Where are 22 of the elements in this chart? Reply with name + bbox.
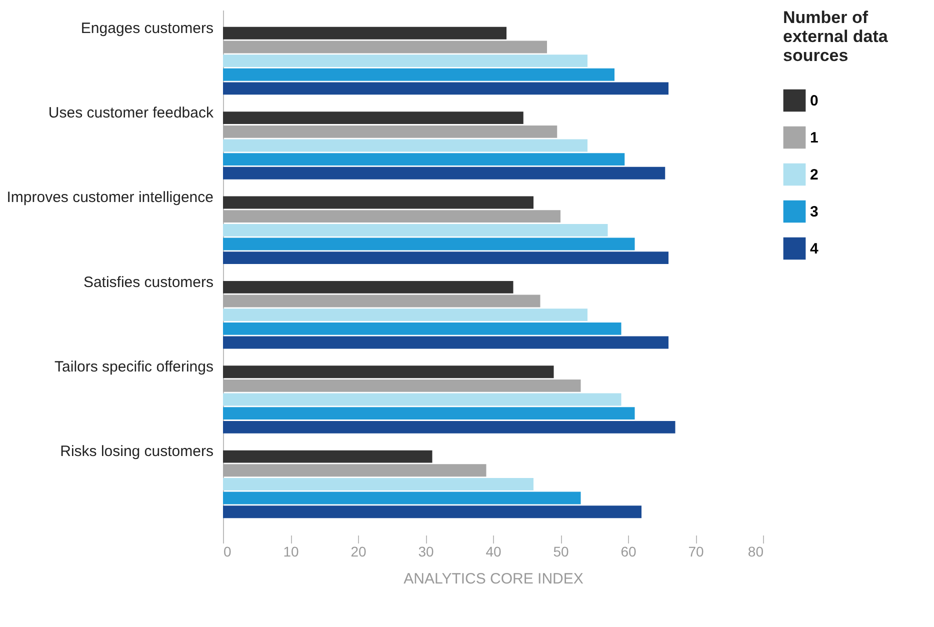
y-tick-label: Satisfies customers (83, 274, 214, 291)
x-tick-label: 10 (283, 544, 299, 560)
y-tick-label: Uses customer feedback (48, 104, 214, 122)
legend-title: Number of external data sources (783, 8, 888, 65)
legend-label: 2 (810, 166, 818, 184)
y-tick-label: Risks losing customers (60, 443, 214, 460)
x-axis-title: ANALYTICS CORE INDEX (404, 570, 584, 588)
x-tick-label: 80 (748, 544, 764, 560)
x-tick-label: 30 (418, 544, 434, 560)
x-tick-label: 40 (486, 544, 502, 560)
x-tick-label: 20 (350, 544, 366, 560)
y-tick-label: Engages customers (80, 20, 214, 37)
legend-label: 1 (810, 130, 818, 146)
y-tick-label: Improves customer intelligence (6, 189, 214, 206)
legend-label: 4 (810, 240, 819, 258)
legend-label: 3 (810, 204, 818, 220)
x-tick-label: 0 (224, 544, 232, 560)
x-tick-label: 50 (553, 544, 569, 560)
x-tick-label: 70 (688, 544, 704, 560)
y-tick-label: Tailors specific offerings (54, 358, 214, 376)
legend-label: 0 (810, 92, 818, 110)
x-tick-label: 60 (620, 544, 636, 560)
